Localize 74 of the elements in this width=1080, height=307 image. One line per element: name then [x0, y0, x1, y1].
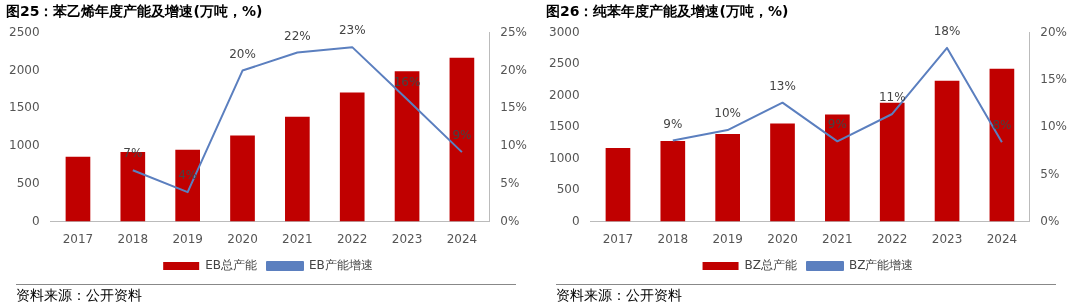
- y-tick-label: 0: [31, 213, 40, 228]
- data-label: 23%: [338, 23, 366, 38]
- y2-tick-label: 10%: [1040, 119, 1067, 134]
- legend-label: EB产能增速: [309, 258, 373, 273]
- bar: [605, 147, 631, 222]
- y-tick-label: 0: [571, 213, 580, 228]
- bar: [934, 80, 960, 222]
- x-tick-label: 2019: [712, 231, 743, 246]
- x-tick-label: 2018: [657, 231, 689, 246]
- bar: [770, 123, 795, 222]
- data-label: 9%: [827, 117, 847, 132]
- bar: [449, 57, 475, 222]
- x-tick-label: 2020: [227, 231, 258, 246]
- data-label: 22%: [284, 28, 311, 43]
- x-tick-label: 2019: [172, 231, 203, 246]
- bar: [230, 135, 255, 222]
- x-tick-label: 2020: [767, 231, 798, 246]
- x-tick-label: 2017: [62, 231, 94, 246]
- bar: [394, 71, 420, 222]
- bar: [989, 68, 1015, 222]
- data-label: 13%: [769, 78, 796, 93]
- legend-label: BZ产能增速: [849, 258, 914, 273]
- bar: [715, 134, 740, 222]
- bar: [660, 141, 686, 222]
- y-tick-label: 1000: [8, 138, 40, 153]
- bar: [879, 102, 905, 222]
- y-tick-label: 3000: [548, 24, 580, 39]
- data-label: 10%: [714, 106, 741, 121]
- y-tick-label: 2000: [548, 87, 580, 102]
- bar: [825, 114, 850, 222]
- chart-title: 图25：苯乙烯年度产能及增速(万吨，%): [6, 3, 263, 20]
- y-tick-label: 1500: [8, 100, 40, 115]
- x-tick-label: 2023: [931, 231, 963, 246]
- y-tick-label: 1000: [548, 150, 580, 165]
- y-tick-label: 1500: [548, 119, 580, 134]
- y2-tick-label: 0%: [500, 213, 520, 228]
- data-label: 9%: [452, 128, 472, 143]
- data-label: 20%: [229, 46, 256, 61]
- data-label: 18%: [933, 24, 961, 39]
- text: 资料来源：公开资料: [16, 284, 516, 305]
- bar: [65, 156, 91, 222]
- bar: [339, 92, 365, 222]
- x-tick-label: 2024: [446, 231, 478, 246]
- y-tick-label: 2500: [8, 24, 40, 39]
- legend-label: EB总产能: [205, 258, 258, 273]
- y2-tick-label: 20%: [1040, 24, 1067, 39]
- y2-tick-label: 5%: [1040, 166, 1060, 181]
- y2-tick-label: 20%: [500, 62, 527, 77]
- y-tick-label: 2500: [548, 56, 580, 71]
- x-tick-label: 2017: [602, 231, 634, 246]
- x-tick-label: 2022: [336, 231, 368, 246]
- chart-title: 图26：纯苯年度产能及增速(万吨，%): [546, 3, 789, 20]
- legend-label: BZ总产能: [744, 258, 797, 273]
- y2-tick-label: 15%: [500, 100, 527, 115]
- y2-tick-label: 15%: [1040, 72, 1067, 87]
- text: 资料来源：公开资料: [556, 284, 1056, 305]
- x-tick-label: 2018: [117, 231, 149, 246]
- bar: [175, 149, 200, 222]
- y-tick-label: 500: [16, 175, 40, 190]
- x-tick-label: 2021: [822, 231, 853, 246]
- y2-tick-label: 5%: [500, 175, 520, 190]
- y2-tick-label: 0%: [1040, 213, 1060, 228]
- y2-tick-label: 10%: [500, 138, 527, 153]
- bar: [285, 116, 310, 222]
- x-tick-label: 2023: [391, 231, 423, 246]
- y2-tick-label: 25%: [500, 24, 527, 39]
- x-tick-label: 2022: [876, 231, 908, 246]
- x-tick-label: 2024: [986, 231, 1018, 246]
- data-label: 9%: [663, 116, 683, 131]
- data-label: 8%: [992, 118, 1012, 133]
- x-tick-label: 2021: [282, 231, 313, 246]
- y-tick-label: 2000: [8, 62, 40, 77]
- y-tick-label: 500: [556, 182, 580, 197]
- data-label: 11%: [878, 90, 906, 105]
